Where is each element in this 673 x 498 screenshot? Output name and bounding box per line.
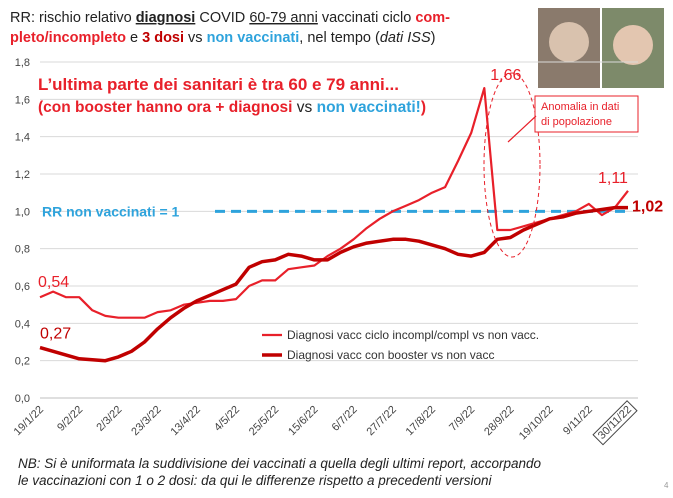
annotation: di popolazione — [541, 116, 612, 128]
x-tick-label: 9/2/22 — [55, 404, 85, 434]
legend-label: Diagnosi vacc ciclo incompl/compl vs non… — [287, 328, 539, 342]
title-part: 60-79 anni — [249, 10, 318, 26]
photo-face — [613, 25, 653, 65]
legend-label: Diagnosi vacc con booster vs non vacc — [287, 348, 494, 362]
title-part: ) — [431, 30, 436, 46]
title-part: pleto/incompleto — [10, 30, 126, 46]
title-part: , nel tempo ( — [299, 30, 380, 46]
x-tick-label: 4/5/22 — [212, 404, 242, 434]
y-tick-label: 1,8 — [15, 57, 30, 69]
title-part: e — [126, 30, 142, 46]
x-tick-label: 23/3/22 — [129, 404, 163, 438]
x-tick-label: 13/4/22 — [168, 404, 202, 438]
x-tick-label: 19/10/22 — [517, 404, 556, 443]
footnote: le vaccinazioni con 1 o 2 dosi: da qui l… — [18, 473, 493, 488]
footnote: NB: Si è uniformata la suddivisione dei … — [18, 456, 542, 471]
series-line — [39, 205, 628, 363]
headline-part: ) — [421, 99, 426, 116]
photos — [538, 8, 664, 88]
title-part: vs — [184, 30, 207, 46]
x-tick-label: 28/9/22 — [482, 404, 516, 438]
headline: L’ultima parte dei sanitari è tra 60 e 7… — [38, 75, 399, 94]
title-part: vaccinati ciclo — [318, 10, 416, 26]
title-part: non vaccinati — [207, 30, 300, 46]
y-tick-label: 0,4 — [15, 318, 30, 330]
data-label: 0,27 — [40, 326, 71, 343]
reference-label: RR non vaccinati = 1 — [42, 203, 180, 219]
y-tick-label: 1,0 — [15, 206, 30, 218]
y-tick-label: 0,0 — [15, 393, 30, 405]
x-tick-label: 2/3/22 — [94, 404, 124, 434]
x-tick-label: 7/9/22 — [447, 404, 477, 434]
data-label: 0,54 — [38, 274, 69, 291]
headline-part: vs — [297, 99, 317, 116]
data-label: 1,11 — [598, 170, 628, 187]
title-part: diagnosi — [136, 10, 196, 26]
title-part: RR: rischio relativo — [10, 10, 136, 26]
annotation-box — [534, 95, 639, 133]
x-tick-label: 15/6/22 — [286, 404, 320, 438]
x-tick-label: 27/7/22 — [364, 404, 398, 438]
x-tick-highlight — [592, 400, 638, 446]
data-label: 1,02 — [632, 199, 663, 216]
page-number: 4 — [664, 481, 669, 490]
y-tick-label: 1,4 — [15, 132, 30, 144]
title-part: dati ISS — [380, 30, 431, 46]
x-tick-label: 25/5/22 — [247, 404, 281, 438]
annotation-arrow — [507, 115, 537, 143]
headline-part: (con booster hanno ora + diagnosi — [38, 99, 297, 116]
x-tick-label: 19/1/22 — [12, 404, 46, 438]
x-tick-label: 30/11/22 — [596, 404, 634, 442]
title-line: RR: rischio relativo diagnosi COVID 60-7… — [10, 10, 450, 26]
y-tick-label: 1,6 — [15, 94, 30, 106]
title-part: com- — [415, 10, 450, 26]
title-line: pleto/incompleto e 3 dosi vs non vaccina… — [10, 30, 435, 46]
title-part: 3 dosi — [142, 30, 184, 46]
series-line — [39, 87, 629, 319]
title-part: COVID — [195, 10, 249, 26]
y-tick-label: 0,6 — [15, 281, 30, 293]
highlight-ellipse — [483, 72, 541, 258]
y-tick-label: 0,2 — [15, 356, 30, 368]
headline: (con booster hanno ora + diagnosi vs non… — [38, 99, 426, 116]
x-tick-label: 17/8/22 — [404, 404, 438, 438]
headline-part: non vaccinati! — [317, 99, 421, 116]
x-tick-label: 9/11/22 — [561, 404, 595, 438]
y-tick-label: 1,2 — [15, 169, 30, 181]
annotation: Anomalia in dati — [541, 101, 619, 113]
photo-face — [549, 22, 589, 62]
y-tick-label: 0,8 — [15, 244, 30, 256]
x-tick-label: 6/7/22 — [330, 404, 360, 434]
